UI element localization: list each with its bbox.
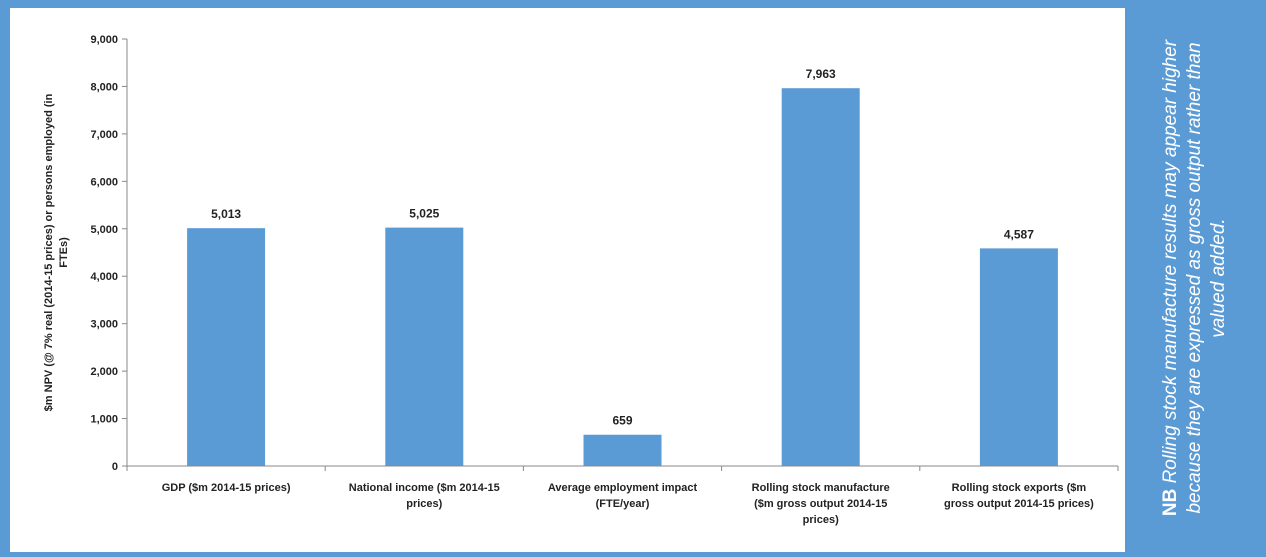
data-label: 5,013 <box>211 207 241 221</box>
y-tick-label: 1,000 <box>90 414 118 426</box>
x-category-label: GDP ($m 2014-15 prices) <box>162 482 291 494</box>
y-tick-label: 9,000 <box>90 34 118 46</box>
note-body: Rolling stock manufacture results may ap… <box>1160 39 1229 514</box>
x-category-label: gross output 2014-15 prices) <box>944 498 1094 510</box>
bar-chart: $m NPV (@ 7% real (2014-15 prices) or pe… <box>43 34 1119 526</box>
x-category-label: prices) <box>803 514 839 526</box>
x-category-label: Rolling stock exports ($m <box>952 482 1087 494</box>
y-axis: 0 1,000 2,000 3,000 4,000 5,000 6,000 7,000 8,00… <box>90 34 128 473</box>
bar <box>385 227 464 466</box>
y-axis-title: $m NPV (@ 7% real (2014-15 prices) or pe… <box>43 93 70 411</box>
y-tick-label: 2,000 <box>90 366 118 378</box>
data-label: 5,025 <box>409 207 439 221</box>
y-tick-label: 6,000 <box>90 176 118 188</box>
note-prefix: NB <box>1160 488 1181 517</box>
x-category-label: Average employment impact <box>548 482 698 494</box>
bar <box>583 434 662 466</box>
x-category-label: prices) <box>406 498 442 510</box>
note-text: NB Rolling stock manufacture results may… <box>1159 28 1231 528</box>
x-category-label: (FTE/year) <box>596 498 650 510</box>
note-panel: NB Rolling stock manufacture results may… <box>1125 0 1266 557</box>
bar-series <box>187 88 1058 466</box>
data-labels: 5,013 5,025 659 7,963 4,587 <box>211 67 1034 428</box>
x-axis: GDP ($m 2014-15 prices) National income (… <box>126 465 1119 526</box>
data-label: 659 <box>612 414 632 428</box>
y-tick-label: 4,000 <box>90 271 118 283</box>
y-tick-label: 5,000 <box>90 224 118 236</box>
y-tick-label: 3,000 <box>90 319 118 331</box>
bar <box>979 248 1058 466</box>
bar <box>781 88 860 466</box>
x-category-label: Rolling stock manufacture <box>752 482 890 494</box>
bar <box>187 228 266 466</box>
y-axis-title-line: $m NPV (@ 7% real (2014-15 prices) or pe… <box>43 93 55 411</box>
y-tick-label: 7,000 <box>90 129 118 141</box>
y-tick-label: 8,000 <box>90 81 118 93</box>
data-label: 7,963 <box>806 67 836 81</box>
x-category-label: ($m gross output 2014-15 <box>754 498 887 510</box>
y-tick-label: 0 <box>112 461 118 473</box>
y-axis-title-lines: $m NPV (@ 7% real (2014-15 prices) or pe… <box>43 93 70 411</box>
data-label: 4,587 <box>1004 227 1034 241</box>
y-axis-title-line: FTEs) <box>58 237 70 268</box>
chart-panel: $m NPV (@ 7% real (2014-15 prices) or pe… <box>10 8 1125 552</box>
x-category-label: National income ($m 2014-15 <box>349 482 500 494</box>
